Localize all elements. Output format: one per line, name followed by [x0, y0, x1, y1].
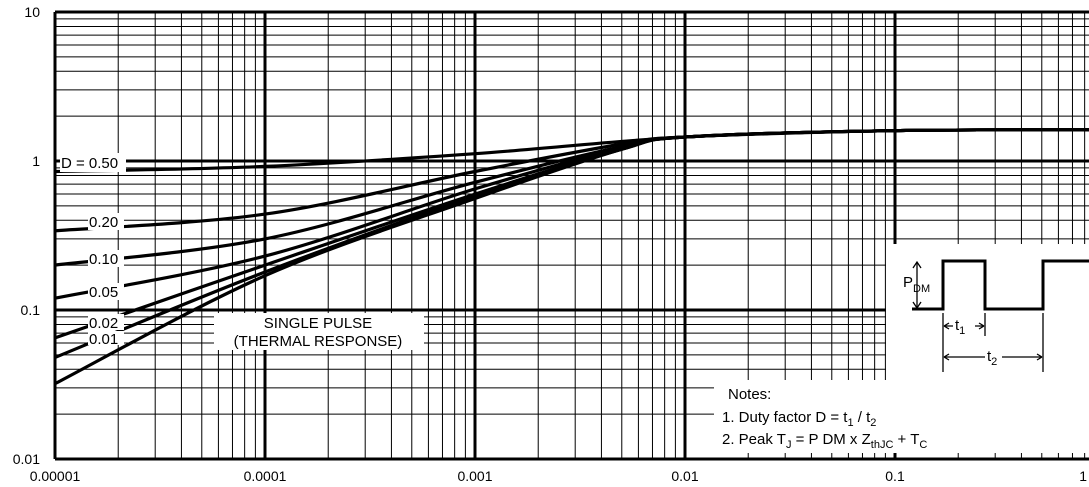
notes-line1: 1. Duty factor D = t1 / t2 — [722, 409, 876, 429]
series-curve-6 — [54, 128, 1089, 386]
x-tick-label: 0.01 — [671, 468, 698, 484]
notes-title: Notes: — [728, 386, 771, 403]
single-pulse-label: SINGLE PULSE (THERMAL RESPONSE) — [214, 313, 424, 350]
x-tick-labels: 0.00001 0.0001 0.001 0.01 0.1 1 — [30, 468, 1088, 484]
y-tick-label: 1 — [32, 153, 40, 169]
curve-label-005: 0.05 — [89, 284, 118, 301]
y-tick-labels: 0.01 0.1 1 10 — [13, 4, 40, 467]
pdm-label: PDM — [903, 274, 930, 295]
single-pulse-line1: SINGLE PULSE — [264, 315, 372, 332]
curve-label-001: 0.01 — [89, 331, 118, 348]
pulse-waveform — [912, 259, 1089, 311]
notes-line2: 2. Peak TJ = P DM x ZthJC + TC — [722, 431, 927, 451]
x-tick-label: 1 — [1079, 468, 1087, 484]
x-tick-label: 0.001 — [457, 468, 492, 484]
y-tick-label: 0.01 — [13, 451, 40, 467]
x-tick-label: 0.0001 — [244, 468, 287, 484]
t2-label: t2 — [987, 348, 997, 368]
curve-label-002: 0.02 — [89, 315, 118, 332]
curve-label-010: 0.10 — [89, 251, 118, 268]
y-tick-label: 0.1 — [21, 302, 41, 318]
y-tick-label: 10 — [24, 4, 40, 20]
x-tick-label: 0.00001 — [30, 468, 81, 484]
curve-label-020: 0.20 — [89, 214, 118, 231]
single-pulse-line2: (THERMAL RESPONSE) — [234, 333, 403, 350]
series-curves — [54, 128, 1089, 386]
notes-box: Notes: 1. Duty factor D = t1 / t2 2. Pea… — [714, 380, 1089, 453]
t1-label: t1 — [955, 317, 965, 337]
curve-labels: D = 0.50 0.20 0.10 0.05 0.02 0.01 — [60, 153, 126, 348]
x-tick-label: 0.1 — [885, 468, 905, 484]
pulse-diagram: PDM t1 t2 — [886, 244, 1089, 386]
curve-label-d050: D = 0.50 — [61, 155, 118, 172]
